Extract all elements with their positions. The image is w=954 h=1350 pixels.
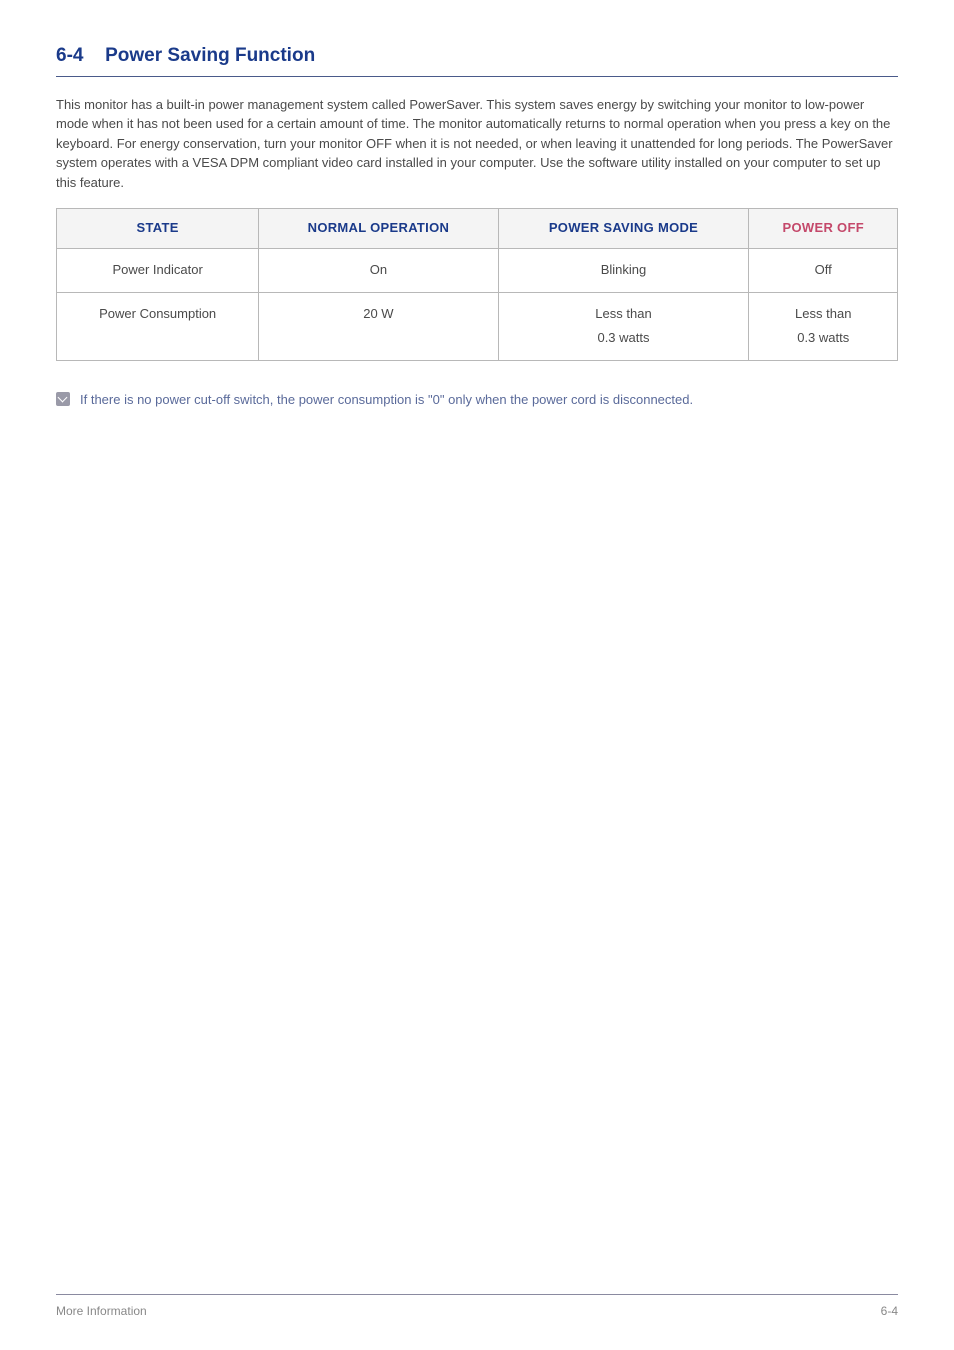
note-text: If there is no power cut-off switch, the… bbox=[80, 391, 693, 410]
heading-title: Power Saving Function bbox=[105, 45, 315, 66]
th-power-saving-mode: POWER SAVING MODE bbox=[498, 209, 749, 249]
note-icon bbox=[56, 392, 70, 406]
cell-consumption-off: Less than 0.3 watts bbox=[749, 292, 898, 360]
cell-line2: 0.3 watts bbox=[597, 330, 649, 345]
cell-indicator-saving: Blinking bbox=[498, 248, 749, 292]
row-label-power-indicator: Power Indicator bbox=[57, 248, 259, 292]
cell-consumption-saving: Less than 0.3 watts bbox=[498, 292, 749, 360]
cell-line2: 0.3 watts bbox=[797, 330, 849, 345]
cell-indicator-normal: On bbox=[259, 248, 498, 292]
footer-right: 6-4 bbox=[881, 1303, 898, 1320]
cell-indicator-off: Off bbox=[749, 248, 898, 292]
note: If there is no power cut-off switch, the… bbox=[56, 391, 898, 410]
table-header-row: STATE NORMAL OPERATION POWER SAVING MODE… bbox=[57, 209, 898, 249]
th-normal-operation: NORMAL OPERATION bbox=[259, 209, 498, 249]
th-power-off: POWER OFF bbox=[749, 209, 898, 249]
cell-consumption-normal: 20 W bbox=[259, 292, 498, 360]
page-footer: More Information 6-4 bbox=[56, 1294, 898, 1320]
heading-number: 6-4 bbox=[56, 45, 83, 66]
table-row: Power Indicator On Blinking Off bbox=[57, 248, 898, 292]
row-label-power-consumption: Power Consumption bbox=[57, 292, 259, 360]
body-paragraph: This monitor has a built-in power manage… bbox=[56, 95, 898, 193]
th-state: STATE bbox=[57, 209, 259, 249]
cell-line1: Less than bbox=[795, 306, 851, 321]
section-heading: 6-4 Power Saving Function bbox=[56, 42, 898, 77]
footer-left: More Information bbox=[56, 1303, 147, 1320]
power-states-table: STATE NORMAL OPERATION POWER SAVING MODE… bbox=[56, 208, 898, 361]
table-row: Power Consumption 20 W Less than 0.3 wat… bbox=[57, 292, 898, 360]
cell-line1: Less than bbox=[595, 306, 651, 321]
